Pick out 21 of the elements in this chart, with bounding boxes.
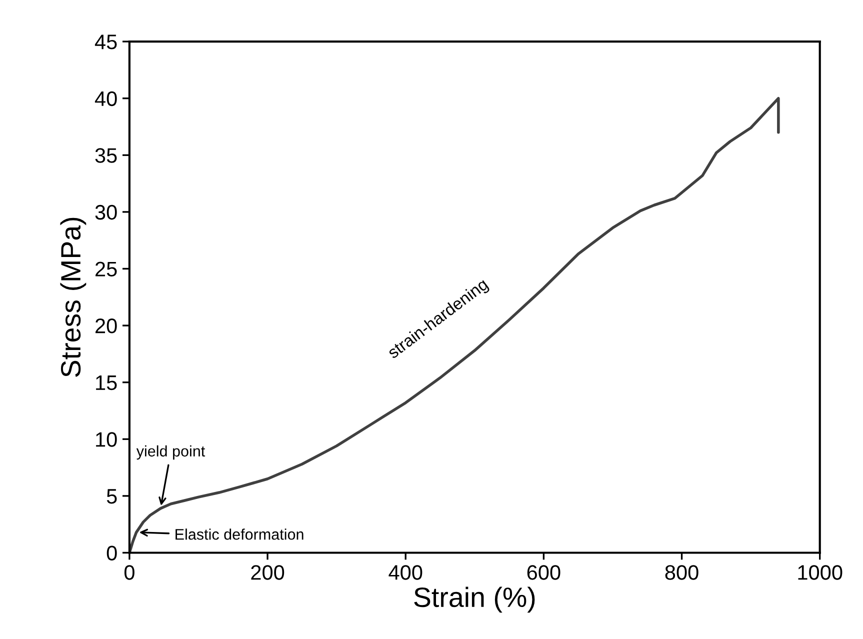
x-tick-label: 1000 [798, 565, 842, 580]
x-tick-label: 200 [251, 565, 284, 580]
y-axis-title: Stress (MPa) [60, 218, 86, 377]
x-axis-title: Strain (%) [414, 586, 535, 613]
y-tick-label: 20 [96, 318, 117, 334]
y-tick-label: 5 [106, 489, 117, 504]
x-tick-label: 600 [527, 565, 560, 580]
x-tick-label: 400 [388, 565, 422, 580]
y-tick-label: 25 [96, 262, 117, 276]
y-tick-label: 10 [96, 432, 117, 447]
x-tick-label: 0 [124, 565, 134, 580]
annotation: yield point [136, 445, 206, 460]
y-tick-label: 15 [96, 376, 117, 390]
y-tick-label: 0 [106, 546, 117, 560]
y-tick-label: 40 [94, 91, 117, 106]
y-tick-label: 35 [95, 148, 117, 163]
line-series [129, 96, 780, 553]
y-tick-label: 30 [95, 204, 117, 220]
y-tick-label: 45 [94, 34, 117, 50]
annotation: Elastic deformation [176, 528, 304, 540]
x-tick-label: 800 [665, 565, 698, 580]
